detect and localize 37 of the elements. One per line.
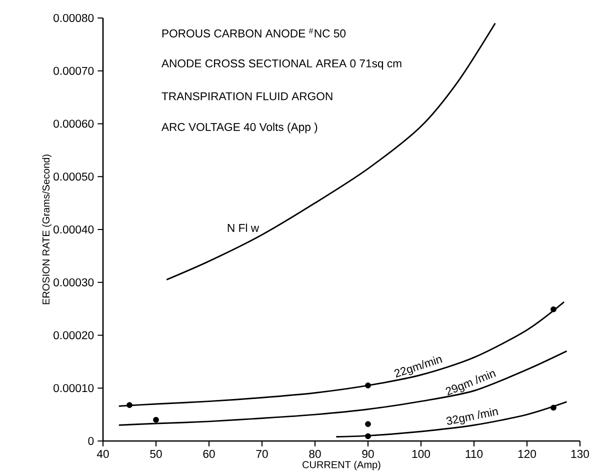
y-tick-label: 0.00030 <box>54 278 94 286</box>
y-tick-label: 0 <box>88 436 94 445</box>
x-tick-label: 80 <box>309 450 321 458</box>
point <box>365 382 371 388</box>
x-tick-label: 60 <box>203 450 215 458</box>
y-tick-label: 0.00060 <box>54 120 94 128</box>
x-tick-label: 70 <box>256 450 268 458</box>
y-tick-label: 0.00050 <box>54 172 94 181</box>
line-series <box>118 350 568 426</box>
point <box>153 416 159 423</box>
x-tick-label: 50 <box>150 450 162 458</box>
y-tick-label: 0.00040 <box>54 225 94 234</box>
text: 29gm /min <box>446 371 496 396</box>
x-tick-label: 90 <box>362 450 374 458</box>
annotation: ANODE CROSS SECTIONAL AREA 0 71sq cm <box>161 59 402 70</box>
x-tick-label: 120 <box>518 450 536 458</box>
annotation: ARC VOLTAGE 40 Volts (App ) <box>161 122 318 134</box>
x-tick-label: 110 <box>466 450 483 458</box>
point <box>126 402 132 408</box>
y-axis-title: EROSION RATE (Grams/Second) <box>42 154 52 304</box>
series-label: N Fl w <box>228 224 260 232</box>
y-tick-label: 0.00020 <box>54 331 94 340</box>
text: 32gm /min <box>446 408 498 425</box>
x-axis-title: CURRENT (Amp) <box>302 460 380 470</box>
line-series <box>118 301 565 407</box>
point <box>550 306 556 312</box>
point <box>365 421 371 427</box>
y-tick-label: 0.00080 <box>54 14 94 22</box>
point <box>550 404 556 411</box>
x-tick-label: 100 <box>412 450 430 458</box>
annotation: TRANSPIRATION FLUID ARGON <box>162 92 332 100</box>
point <box>365 433 371 440</box>
x-tick-label: 40 <box>96 450 109 458</box>
y-tick-label: 0.00070 <box>54 66 94 75</box>
y-tick-label: 0.00010 <box>54 384 94 392</box>
x-tick-label: 130 <box>571 450 589 458</box>
annotation: POROUS CARBON ANODE $^{#}$NC 50 <box>162 28 346 38</box>
